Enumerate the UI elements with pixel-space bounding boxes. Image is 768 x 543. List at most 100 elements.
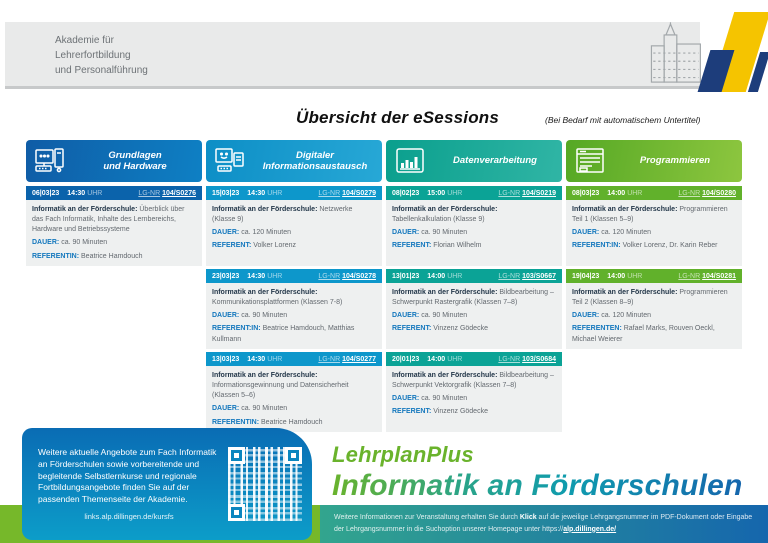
session-details: Informatik an der Förderschule: Programm… [566,200,742,266]
duration-value: ca. 120 Minuten [601,312,651,320]
referent-value: Volker Lorenz [253,242,297,250]
session-datebar: 20|01|23 14:00 UHR LG-NR 103/S0684 [386,352,562,366]
session-card: 08|03|23 14:00 UHR LG-NR 104/S0280 Inform… [566,186,742,266]
referent-value: Volker Lorenz, Dr. Karin Reber [622,242,718,250]
session-description: Überblick über das Fach Informatik, Inha… [32,206,185,234]
session-description: Kommunikationsplattformen (Klassen 7-8) [212,299,343,307]
session-datebar: 13|01|23 14:00 UHR LG-NR 103/S0667 [386,269,562,283]
session-datebar: 19|04|23 14:00 UHR LG-NR 104/S0281 [566,269,742,283]
column-header: Digitaler Informationsaustausch [206,140,382,182]
column-title: Digitaler Informationsaustausch [262,149,368,172]
qr-code [228,447,302,521]
course-number-link[interactable]: LG-NR 104/S0279 [318,189,376,197]
course-number-link[interactable]: LG-NR 104/S0276 [138,189,196,197]
referent-label: REFERENT:IN: [212,325,261,333]
session-description: Programmieren Teil 2 (Klassen 8–9) [572,289,728,307]
session-date: 13|01|23 [392,272,420,280]
session-description: Netzwerke (Klasse 9) [212,206,353,224]
session-datebar: 08|02|23 15:00 UHR LG-NR 104/S0219 [386,186,562,200]
duration-value: ca. 120 Minuten [241,229,291,237]
academy-logo [640,6,768,92]
building-icon [650,22,701,83]
session-time-unit: UHR [267,272,283,280]
course-number-link[interactable]: LG-NR 104/S0277 [318,355,376,363]
session-time-unit: UHR [447,272,463,280]
session-date: 08|03|23 [572,189,600,197]
session-card: 19|04|23 14:00 UHR LG-NR 104/S0281 Inform… [566,269,742,349]
session-card: 20|01|23 14:00 UHR LG-NR 103/S0684 Inform… [386,352,562,432]
lehrplanplus-label: LehrplanPlus [332,442,474,467]
session-title-lead: Informatik an der Förderschule: [212,289,318,296]
page-title: Übersicht der eSessions [296,108,500,127]
qr-finder-icon [285,447,302,464]
qr-finder-icon [228,504,245,521]
course-number-link[interactable]: LG-NR 104/S0281 [678,272,736,280]
referent-label: REFERENT:IN: [572,242,621,250]
column-datenverarbeitung: Datenverarbeitung 08|02|23 15:00 UHR LG-… [386,140,562,432]
session-description: Informationsgewinnung und Datensicherhei… [212,382,349,400]
session-details: Informatik an der Förderschule: Überblic… [26,200,202,266]
course-number-link[interactable]: LG-NR 103/S0684 [498,355,556,363]
footer-band: Weitere Informationen zur Veranstaltung … [320,505,768,543]
bar-chart-icon [392,145,428,177]
duration-value: ca. 120 Minuten [601,229,651,237]
themenseite-link[interactable]: links.alp.dillingen.de/kursfs [84,512,174,522]
course-number-link[interactable]: LG-NR 104/S0278 [318,272,376,280]
course-number-link[interactable]: LG-NR 104/S0280 [678,189,736,197]
session-datebar: 06|03|23 14:30 UHR LG-NR 104/S0276 [26,186,202,200]
session-details: Informatik an der Förderschule: Kommunik… [206,283,382,349]
homepage-link[interactable]: alp.dillingen.de/ [563,525,617,533]
footer-klick-emphasis: Klick [519,514,537,521]
session-date: 23|03|23 [212,272,240,280]
duration-label: DAUER: [212,312,240,320]
session-card: 23|03|23 14:30 UHR LG-NR 104/S0278 Inform… [206,269,382,349]
promo-text: Weitere aktuelle Angebote zum Fach Infor… [38,446,217,505]
session-time-unit: UHR [267,189,283,197]
session-date: 06|03|23 [32,189,60,197]
column-informationsaustausch: Digitaler Informationsaustausch 15|03|23… [206,140,382,432]
duration-label: DAUER: [32,239,60,247]
referent-label: REFERENT: [392,325,432,333]
session-card: 15|03|23 14:30 UHR LG-NR 104/S0279 Inform… [206,186,382,266]
referent-label: REFERENT: [212,242,252,250]
session-time: 14:00 [607,272,626,280]
duration-value: ca. 90 Minuten [61,239,108,247]
session-datebar: 23|03|23 14:30 UHR LG-NR 104/S0278 [206,269,382,283]
session-columns: Grundlagen und Hardware 06|03|23 14:30 U… [26,140,742,432]
promo-box: Weitere aktuelle Angebote zum Fach Infor… [22,428,312,540]
column-title: Grundlagen und Hardware [103,149,167,172]
session-time: 14:30 [67,189,86,197]
session-time-unit: UHR [447,189,463,197]
session-time: 14:00 [607,189,626,197]
session-date: 15|03|23 [212,189,240,197]
duration-label: DAUER: [212,229,240,237]
session-time: 14:30 [247,272,266,280]
duration-value: ca. 90 Minuten [421,229,468,237]
duration-label: DAUER: [392,312,420,320]
session-details: Informatik an der Förderschule: Tabellen… [386,200,562,266]
session-title-lead: Informatik an der Förderschule: [392,289,498,296]
session-details: Informatik an der Förderschule: Bildbear… [386,366,562,432]
academy-name: Akademie für Lehrerfortbildung und Perso… [55,35,148,76]
column-header: Grundlagen und Hardware [26,140,202,182]
program-title: Informatik an Förderschulen [332,469,743,502]
session-time-unit: UHR [627,272,643,280]
referent-label: REFERENT: [392,242,432,250]
desktop-computer-icon [32,145,68,177]
session-time-unit: UHR [627,189,643,197]
duration-label: DAUER: [392,395,420,403]
duration-value: ca. 90 Minuten [421,312,468,320]
column-title: Datenverarbeitung [453,155,537,167]
column-programmieren: Programmieren 08|03|23 14:00 UHR LG-NR 10… [566,140,742,432]
session-description: Bildbearbeitung – Schwerpunkt Rastergraf… [392,289,554,307]
referent-value: Beatrice Hamdouch [261,418,323,426]
course-number-link[interactable]: LG-NR 103/S0667 [498,272,556,280]
branding-block: LehrplanPlus Informatik an Förderschulen [332,442,742,503]
column-header: Datenverarbeitung [386,140,562,182]
session-time-unit: UHR [447,355,463,363]
course-number-link[interactable]: LG-NR 104/S0219 [498,189,556,197]
session-time: 14:30 [247,189,266,197]
session-title-lead: Informatik an der Förderschule: [212,372,318,379]
referent-value: Rafael Marks, Rouven Oeckl, Michael Weie… [572,325,715,343]
session-card: 13|03|23 14:30 UHR LG-NR 104/S0277 Inform… [206,352,382,432]
